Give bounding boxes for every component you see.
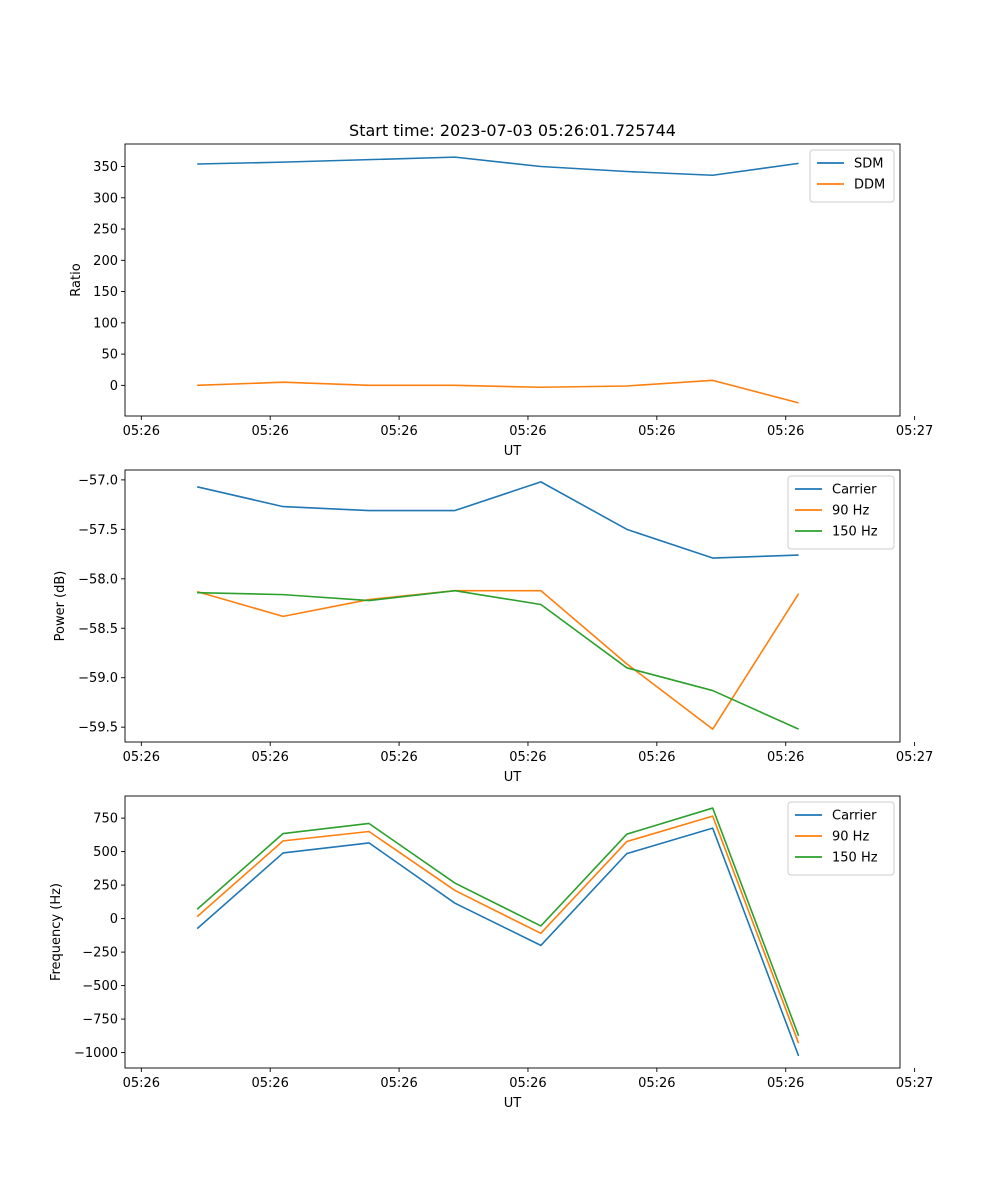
chart1-axes-frame bbox=[124, 143, 901, 417]
chart2-x-tick-label-5: 05:26 bbox=[767, 750, 804, 765]
chart3-y-tick-label-5: −500 bbox=[82, 979, 118, 994]
chart3-x-axis-label: UT bbox=[504, 1096, 522, 1111]
chart2-x-tick-label-6: 05:27 bbox=[896, 750, 933, 765]
chart3-y-tick-label-0: 750 bbox=[93, 812, 118, 827]
chart3-series-line-90-hz bbox=[196, 815, 800, 1044]
chart1-x-tick-label-2: 05:26 bbox=[380, 424, 417, 439]
chart2-y-tick-label-0: −57.0 bbox=[78, 473, 118, 488]
chart1-y-tick-label-1: 50 bbox=[101, 348, 118, 363]
chart1-y-tick-label-6: 300 bbox=[93, 191, 118, 206]
chart3-y-tick-label-4: −250 bbox=[82, 946, 118, 961]
chart3-x-tick-label-0: 05:26 bbox=[123, 1076, 160, 1091]
chart1-y-tick-label-0: 0 bbox=[110, 379, 118, 394]
chart2-series-line-carrier bbox=[196, 481, 799, 559]
chart2-axes-frame bbox=[124, 469, 901, 743]
chart2-legend-label-90-hz: 90 Hz bbox=[832, 504, 869, 519]
chart2-legend-label-carrier: Carrier bbox=[832, 483, 877, 498]
chart3-x-tick-label-3: 05:26 bbox=[509, 1076, 546, 1091]
chart1-y-tick-label-2: 100 bbox=[93, 316, 118, 331]
chart2-x-tick-label-1: 05:26 bbox=[251, 750, 288, 765]
chart3-legend-label-90-hz: 90 Hz bbox=[832, 830, 869, 845]
chart3-y-tick-label-7: −1000 bbox=[74, 1046, 118, 1061]
chart3-y-tick-label-1: 500 bbox=[93, 845, 118, 860]
chart2-y-tick-label-4: −59.0 bbox=[78, 671, 118, 686]
chart3-y-tick-label-3: 0 bbox=[110, 912, 118, 927]
chart1-x-tick-label-4: 05:26 bbox=[638, 424, 675, 439]
chart1-x-tick-label-6: 05:27 bbox=[896, 424, 933, 439]
chart1-x-tick-label-5: 05:26 bbox=[767, 424, 804, 439]
chart1-x-axis-label: UT bbox=[504, 444, 522, 459]
chart2-y-tick-label-5: −59.5 bbox=[78, 721, 118, 736]
chart2-x-tick-label-3: 05:26 bbox=[509, 750, 546, 765]
chart1-x-tick-label-0: 05:26 bbox=[123, 424, 160, 439]
chart3-y-tick-label-6: −750 bbox=[82, 1013, 118, 1028]
chart2-series-line-90-hz bbox=[196, 589, 800, 730]
chart2-legend-label-150-hz: 150 Hz bbox=[832, 525, 878, 540]
chart1-y-tick-label-3: 150 bbox=[93, 285, 118, 300]
chart2-y-axis-label: Power (dB) bbox=[53, 571, 68, 642]
chart3-y-tick-label-2: 250 bbox=[93, 879, 118, 894]
chart2-x-tick-label-0: 05:26 bbox=[123, 750, 160, 765]
chart1-series-line-ddm bbox=[197, 379, 799, 404]
chart1-y-tick-label-4: 200 bbox=[93, 254, 118, 269]
figure-title: Start time: 2023-07-03 05:26:01.725744 bbox=[349, 121, 676, 140]
chart3-x-tick-label-2: 05:26 bbox=[380, 1076, 417, 1091]
chart1-y-tick-label-7: 350 bbox=[93, 160, 118, 175]
chart1-x-tick-label-3: 05:26 bbox=[509, 424, 546, 439]
chart3-y-axis-label: Frequency (Hz) bbox=[49, 883, 64, 981]
chart1-legend-label-sdm: SDM bbox=[854, 157, 883, 172]
chart3-axes-frame bbox=[124, 795, 901, 1069]
chart2-y-tick-label-1: −57.5 bbox=[78, 523, 118, 538]
chart1-y-axis-label: Ratio bbox=[69, 263, 84, 296]
chart2-x-tick-label-2: 05:26 bbox=[380, 750, 417, 765]
chart3-legend-label-carrier: Carrier bbox=[832, 809, 877, 824]
chart3-x-tick-label-5: 05:26 bbox=[767, 1076, 804, 1091]
chart2-series-line-150-hz bbox=[197, 589, 799, 730]
chart3-series-line-150-hz bbox=[196, 807, 800, 1037]
chart2-y-tick-label-2: −58.0 bbox=[78, 572, 118, 587]
chart3-x-tick-label-4: 05:26 bbox=[638, 1076, 675, 1091]
chart2-x-tick-label-4: 05:26 bbox=[638, 750, 675, 765]
chart1-x-tick-label-1: 05:26 bbox=[251, 424, 288, 439]
chart3-series-line-carrier bbox=[196, 827, 800, 1057]
chart1-legend-label-ddm: DDM bbox=[854, 178, 885, 193]
chart2-x-axis-label: UT bbox=[504, 770, 522, 785]
chart1-y-tick-label-5: 250 bbox=[93, 223, 118, 238]
chart2-y-tick-label-3: −58.5 bbox=[78, 622, 118, 637]
chart3-x-tick-label-6: 05:27 bbox=[896, 1076, 933, 1091]
chart3-x-tick-label-1: 05:26 bbox=[251, 1076, 288, 1091]
chart1-series-line-sdm bbox=[197, 156, 799, 177]
chart3-legend-label-150-hz: 150 Hz bbox=[832, 851, 878, 866]
